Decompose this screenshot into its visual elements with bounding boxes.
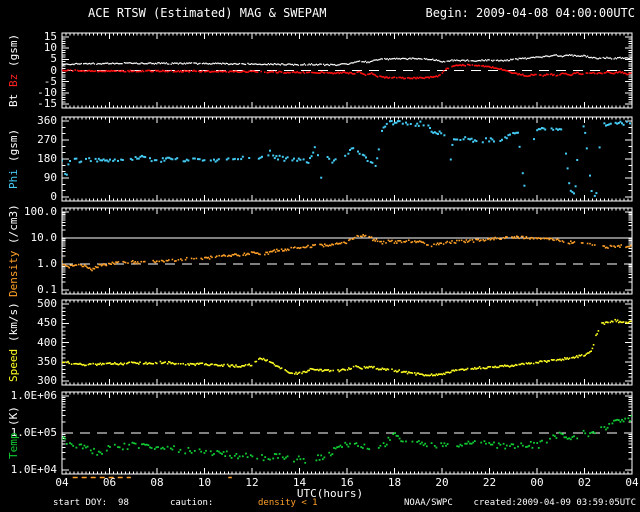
x-axis-title: UTC(hours) bbox=[296, 487, 364, 500]
agency-label: NOAA/SWPC bbox=[404, 498, 453, 508]
begin-timestamp: Begin: 2009-04-08 04:00:00UTC bbox=[425, 6, 635, 20]
caution-value: density < 1 bbox=[258, 498, 318, 508]
plot-title: ACE RTSW (Estimated) MAG & SWEPAM bbox=[88, 6, 327, 20]
caution-label: caution: bbox=[170, 498, 214, 508]
start-doy-label: start DOY: 98 bbox=[53, 498, 129, 508]
created-timestamp: created:2009-04-09 03:59:05UTC bbox=[473, 498, 636, 508]
